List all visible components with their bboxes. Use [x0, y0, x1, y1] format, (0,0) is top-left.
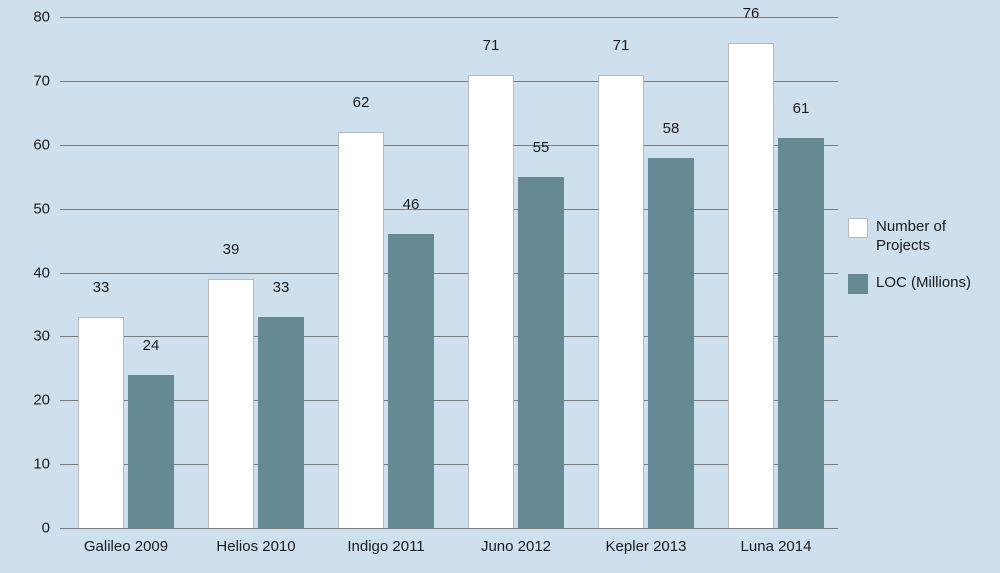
legend-label: LOC (Millions) — [876, 274, 971, 293]
y-tick-label: 40 — [20, 264, 50, 281]
legend-swatch — [848, 274, 868, 294]
bar-value-label: 76 — [743, 5, 760, 22]
gridline — [60, 17, 838, 18]
bar-value-label: 46 — [403, 196, 420, 213]
bar — [648, 158, 694, 528]
bar-value-label: 71 — [613, 37, 630, 54]
bar — [778, 138, 824, 528]
bar-value-label: 39 — [223, 241, 240, 258]
bar-value-label: 62 — [353, 94, 370, 111]
y-tick-label: 10 — [20, 456, 50, 473]
x-tick-label: Kepler 2013 — [606, 538, 687, 555]
bar-value-label: 71 — [483, 37, 500, 54]
bar-value-label: 33 — [93, 279, 110, 296]
bar-chart: 33 24 39 33 62 46 71 55 71 58 76 61 Number ofProjec… — [0, 0, 1000, 573]
bar — [258, 317, 304, 528]
bar-value-label: 61 — [793, 100, 810, 117]
bar-value-label: 55 — [533, 139, 550, 156]
bar — [338, 132, 384, 528]
bar — [468, 75, 514, 529]
y-tick-label: 0 — [20, 520, 50, 537]
y-tick-label: 80 — [20, 9, 50, 26]
bar-value-label: 58 — [663, 120, 680, 137]
bar — [598, 75, 644, 529]
bar — [728, 43, 774, 528]
bar — [208, 279, 254, 528]
gridline — [60, 209, 838, 210]
gridline — [60, 273, 838, 274]
gridline — [60, 464, 838, 465]
y-tick-label: 50 — [20, 200, 50, 217]
y-tick-label: 20 — [20, 392, 50, 409]
legend-item: LOC (Millions) — [848, 274, 971, 294]
bar-value-label: 24 — [143, 337, 160, 354]
x-tick-label: Galileo 2009 — [84, 538, 168, 555]
gridline — [60, 336, 838, 337]
gridline — [60, 145, 838, 146]
gridline — [60, 400, 838, 401]
gridline — [60, 81, 838, 82]
legend-label: Number ofProjects — [876, 218, 946, 256]
legend-item: Number ofProjects — [848, 218, 971, 256]
legend-swatch — [848, 218, 868, 238]
bar-value-label: 33 — [273, 279, 290, 296]
y-tick-label: 60 — [20, 136, 50, 153]
bar — [78, 317, 124, 528]
y-tick-label: 70 — [20, 72, 50, 89]
y-tick-label: 30 — [20, 328, 50, 345]
bar — [518, 177, 564, 528]
plot-area: 332439336246715571587661 — [60, 17, 838, 528]
x-tick-label: Luna 2014 — [741, 538, 812, 555]
x-tick-label: Indigo 2011 — [347, 538, 424, 555]
x-tick-label: Helios 2010 — [216, 538, 295, 555]
gridline — [60, 528, 838, 529]
bar — [128, 375, 174, 528]
bar — [388, 234, 434, 528]
x-tick-label: Juno 2012 — [481, 538, 551, 555]
legend: Number ofProjects LOC (Millions) — [848, 218, 971, 312]
